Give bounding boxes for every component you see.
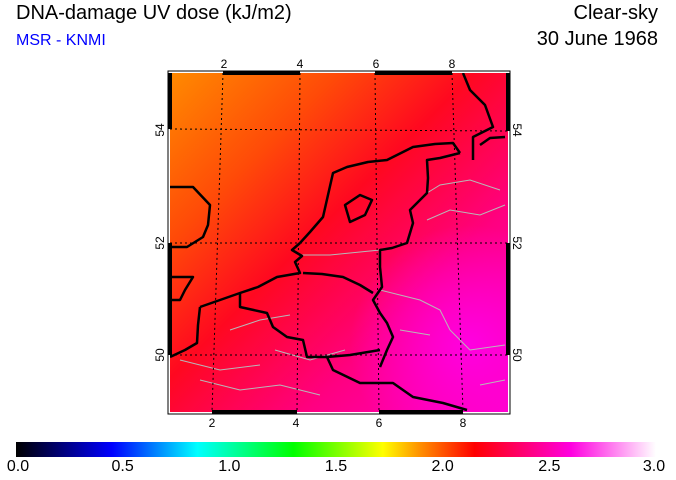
date-label: 30 June 1968 bbox=[536, 28, 658, 50]
lon-tick-top: 2 bbox=[221, 57, 228, 71]
lat-tick-left: 50 bbox=[153, 348, 167, 362]
map-title: DNA-damage UV dose (kJ/m2) bbox=[16, 2, 292, 24]
colorbar-tick-label: 1.0 bbox=[218, 458, 241, 475]
lat-tick-right: 52 bbox=[510, 236, 524, 250]
lat-tick-left: 54 bbox=[153, 123, 167, 137]
lon-tick-top: 4 bbox=[297, 57, 304, 71]
lat-tick-right: 50 bbox=[510, 348, 524, 362]
coastlines-and-national-borders bbox=[170, 73, 506, 412]
lat-tick-right: 54 bbox=[510, 123, 524, 137]
colorbar-tick-label: 0.5 bbox=[111, 458, 134, 475]
source-label: MSR - KNMI bbox=[16, 32, 106, 49]
colorbar-tick-label: 2.0 bbox=[431, 458, 454, 475]
colorbar-tick-label: 3.0 bbox=[642, 458, 666, 475]
lon-tick-bottom: 6 bbox=[376, 416, 383, 430]
colorbar-tick-label: 1.5 bbox=[324, 458, 348, 475]
lat-tick-left: 52 bbox=[153, 236, 167, 250]
sky-condition-label: Clear-sky bbox=[573, 2, 658, 24]
graticule bbox=[169, 72, 509, 413]
uv-dose-map: 2 4 6 8 2 4 6 8 54 52 50 54 52 50 bbox=[153, 57, 524, 430]
colorbar-tick-label: 2.5 bbox=[538, 458, 561, 475]
lon-tick-top: 6 bbox=[373, 57, 380, 71]
colorbar-tick-label: 0.0 bbox=[6, 458, 30, 475]
map-frame bbox=[167, 70, 511, 415]
colorbar bbox=[16, 442, 656, 457]
lon-tick-top: 8 bbox=[449, 57, 456, 71]
lon-tick-bottom: 4 bbox=[293, 416, 300, 430]
lon-tick-bottom: 2 bbox=[209, 416, 216, 430]
country-borders bbox=[179, 179, 506, 396]
lon-tick-bottom: 8 bbox=[460, 416, 467, 430]
